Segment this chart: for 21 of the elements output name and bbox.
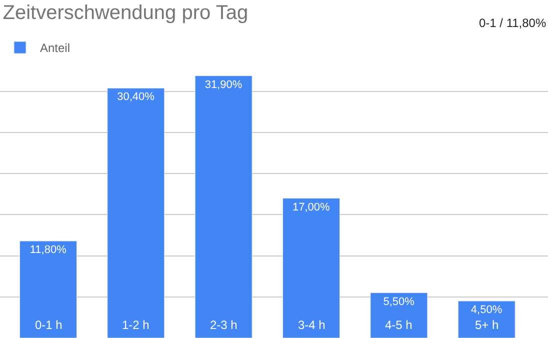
data-label: 30,40% — [117, 91, 155, 104]
chart-title: Zeitverschwendung pro Tag — [2, 2, 248, 24]
data-label: 31,90% — [204, 78, 242, 91]
text: 0-1 / 11,80% — [479, 16, 546, 30]
x-tick-label: 0-1 h — [35, 318, 62, 332]
legend-label: Anteil — [40, 41, 70, 56]
x-tick-label: 4-5 h — [385, 318, 412, 332]
bar — [19, 240, 77, 338]
x-tick-label: 3-4 h — [298, 318, 326, 332]
data-label: 5,50% — [383, 296, 415, 308]
bar — [370, 292, 428, 338]
bar — [458, 300, 516, 338]
bar — [282, 198, 340, 338]
bar — [194, 76, 252, 338]
data-label: 11,80% — [30, 244, 67, 256]
data-label: 4,50% — [470, 304, 502, 316]
x-tick-label: 2-3 h — [210, 318, 238, 332]
x-tick-label: 1-2 h — [122, 318, 150, 332]
data-label: 17,00% — [292, 201, 330, 214]
x-tick-label: 5+ h — [475, 318, 499, 332]
bar — [107, 88, 165, 338]
